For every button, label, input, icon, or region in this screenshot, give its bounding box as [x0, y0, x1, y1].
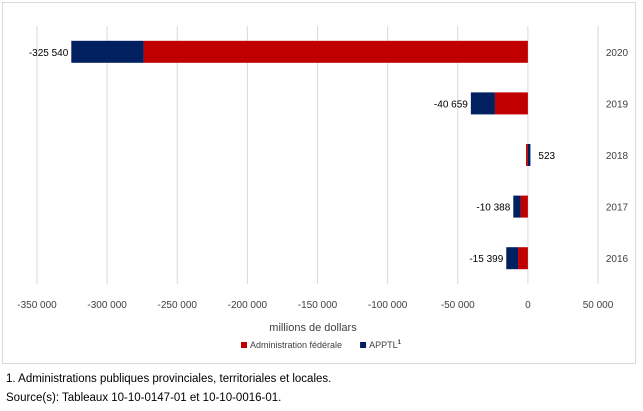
legend-superscript: 1 — [398, 340, 402, 346]
labels: -350 000 -300 000 -250 000 -200 000 -150 000… — [17, 48, 628, 311]
legend-swatch — [360, 342, 367, 348]
x-tick-label: -250 000 — [158, 300, 198, 311]
category-label: 2018 — [606, 151, 629, 162]
legend-swatch — [241, 342, 247, 348]
x-tick-label: -350 000 — [17, 300, 57, 311]
source-note: Source(s): Tableaux 10-10-0147-01 et 10-… — [6, 392, 282, 404]
category-label: 2017 — [606, 203, 629, 214]
bar-segment — [520, 195, 528, 218]
category-label: 2016 — [606, 254, 629, 265]
x-tick-label: -150 000 — [298, 300, 338, 311]
x-tick-label: -100 000 — [368, 300, 408, 311]
bars — [71, 40, 531, 270]
category-label: 2019 — [606, 99, 629, 110]
data-label: 523 — [538, 151, 555, 162]
x-tick-label: -50 000 — [441, 300, 475, 311]
category-label: 2020 — [606, 48, 629, 59]
bar-segment — [526, 144, 528, 166]
footnote: 1. Administrations publiques provinciale… — [6, 373, 332, 385]
bar-segment — [527, 144, 531, 166]
x-tick-label: -200 000 — [228, 300, 268, 311]
x-axis-title: millions de dollars — [269, 322, 357, 334]
data-label: -15 399 — [469, 254, 503, 265]
bar-segment — [470, 92, 495, 115]
legend: Administration fédérale APPTL1 — [241, 340, 402, 350]
bar-segment — [518, 247, 528, 270]
gridlines — [36, 26, 599, 284]
bar-segment — [513, 195, 521, 218]
data-label: -10 388 — [476, 203, 510, 214]
x-tick-label: 0 — [525, 300, 531, 311]
x-tick-label: -300 000 — [87, 300, 127, 311]
data-label: -325 540 — [29, 48, 69, 59]
chart-area — [2, 2, 636, 364]
bar-segment — [506, 247, 519, 270]
legend-label: APPTL1 — [369, 340, 402, 350]
stacked-bar-chart: -350 000 -300 000 -250 000 -200 000 -150 000… — [17, 26, 629, 350]
x-tick-label: 50 000 — [583, 300, 614, 311]
bar-segment — [143, 40, 528, 63]
bar-segment — [71, 40, 144, 63]
bar-segment — [494, 92, 528, 115]
legend-label: Administration fédérale — [250, 340, 342, 350]
data-label: -40 659 — [434, 99, 468, 110]
